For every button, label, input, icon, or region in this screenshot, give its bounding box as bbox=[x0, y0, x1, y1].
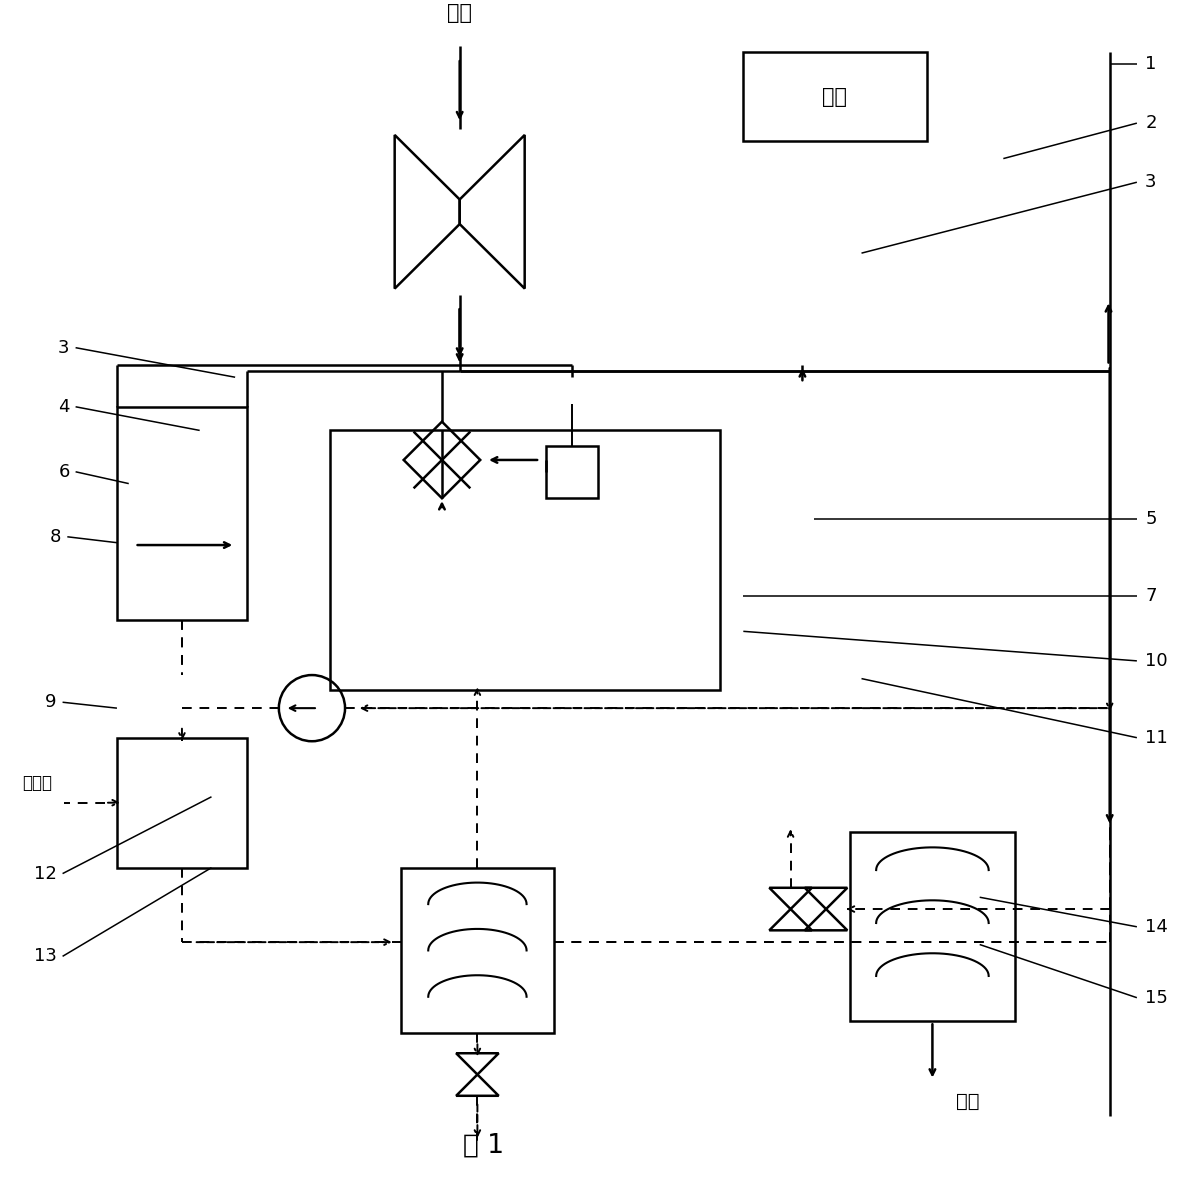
Text: 12: 12 bbox=[34, 865, 57, 883]
Text: 11: 11 bbox=[1145, 728, 1168, 746]
Text: 空气: 空气 bbox=[448, 2, 473, 23]
Text: 14: 14 bbox=[1145, 918, 1168, 936]
Bar bbox=[401, 868, 555, 1033]
Text: 8: 8 bbox=[51, 528, 61, 546]
Text: 排气: 排气 bbox=[823, 86, 847, 107]
Text: 3: 3 bbox=[1145, 173, 1156, 191]
Text: 补充水: 补充水 bbox=[23, 774, 53, 792]
Text: 排气: 排气 bbox=[956, 1092, 979, 1111]
Text: 10: 10 bbox=[1145, 652, 1168, 670]
Text: 13: 13 bbox=[34, 947, 57, 965]
Text: 6: 6 bbox=[58, 463, 70, 481]
Text: 1: 1 bbox=[1145, 55, 1156, 73]
Text: 7: 7 bbox=[1145, 587, 1156, 605]
Text: 2: 2 bbox=[1145, 114, 1156, 132]
Text: 15: 15 bbox=[1145, 989, 1168, 1007]
Bar bbox=[743, 53, 926, 140]
Text: 图 1: 图 1 bbox=[463, 1133, 504, 1158]
Text: 5: 5 bbox=[1145, 510, 1156, 528]
Bar bbox=[117, 738, 247, 868]
Bar bbox=[546, 445, 598, 498]
Bar bbox=[849, 833, 1015, 1021]
Bar bbox=[330, 431, 719, 690]
Text: 4: 4 bbox=[58, 397, 70, 415]
Text: 9: 9 bbox=[46, 694, 57, 712]
Bar bbox=[117, 407, 247, 619]
Text: 3: 3 bbox=[58, 338, 70, 356]
